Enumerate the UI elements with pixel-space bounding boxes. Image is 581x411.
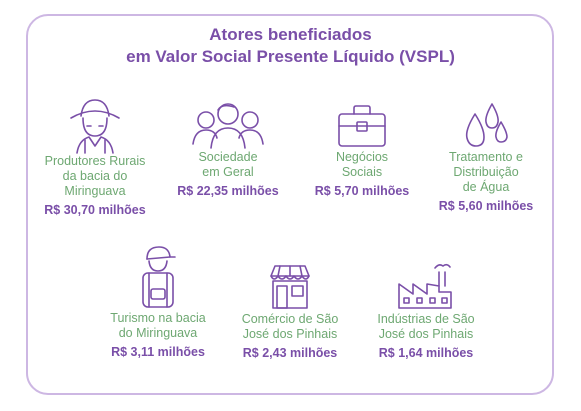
actor-name-line: em Geral [202,165,254,179]
actor-industrias: Indústrias de São José dos Pinhais R$ 1,… [366,262,486,361]
title-line-2: em Valor Social Presente Líquido (VSPL) [126,47,455,66]
actor-name-line: do Miringuava [118,326,198,340]
actor-value: R$ 22,35 milhões [177,184,279,198]
actor-name-line: Turismo na bacia [110,311,206,325]
actor-value: R$ 5,70 milhões [314,184,410,198]
actor-name-line: Comércio de São [241,312,339,326]
actor-tratamento-agua: Tratamento e Distribuição de Água R$ 5,6… [431,100,541,214]
people-group-icon [168,100,288,150]
actor-value: R$ 30,70 milhões [44,203,146,217]
actor-sociedade: Sociedade em Geral R$ 22,35 milhões [168,100,288,199]
actor-value: R$ 1,64 milhões [378,346,474,360]
card-frame [26,14,554,395]
actor-name-line: Sociais [341,165,383,179]
title-line-1: Atores beneficiados [209,25,372,44]
actor-produtores-rurais: Produtores Rurais da bacia do Miringuava… [30,96,160,218]
actor-value: R$ 5,60 milhões [438,199,534,213]
farmer-hat-icon [30,96,160,154]
actor-value: R$ 3,11 milhões [111,345,205,359]
actor-turismo: Turismo na bacia do Miringuava R$ 3,11 m… [98,245,218,360]
actor-name-line: da bacia do [62,169,128,183]
storefront-icon [230,262,350,312]
actor-name-line: Tratamento e [449,150,523,164]
actor-name-line: Negócios [335,150,389,164]
factory-icon [366,262,486,312]
actor-name-line: Sociedade [198,150,258,164]
actor-name-line: José dos Pinhais [378,327,474,341]
backpacker-icon [98,245,218,311]
briefcase-icon [307,102,417,150]
actor-name-line: Produtores Rurais [44,154,146,168]
actor-name-line: de Água [462,180,510,194]
actor-name-line: Miringuava [64,184,126,198]
actor-name-line: Distribuição [453,165,519,179]
actor-comercio: Comércio de São José dos Pinhais R$ 2,43… [230,262,350,361]
actor-name-line: Indústrias de São [377,312,475,326]
actor-name-line: José dos Pinhais [242,327,338,341]
actor-value: R$ 2,43 milhões [242,346,338,360]
actor-negocios-sociais: Negócios Sociais R$ 5,70 milhões [307,102,417,199]
water-drops-icon [431,100,541,150]
